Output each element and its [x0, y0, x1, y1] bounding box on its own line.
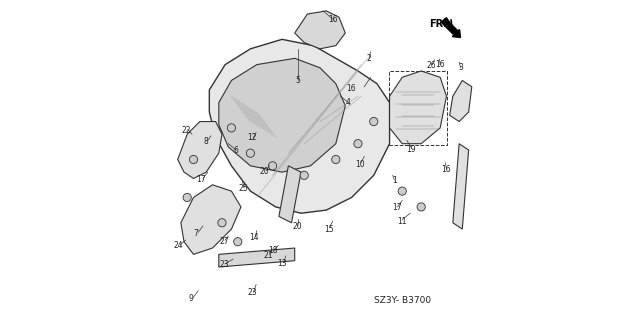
Text: 11: 11 — [397, 217, 406, 226]
Circle shape — [234, 238, 242, 246]
Text: 23: 23 — [248, 288, 257, 297]
FancyArrow shape — [442, 19, 460, 38]
Text: 24: 24 — [174, 241, 184, 250]
Text: 7: 7 — [194, 229, 198, 238]
Text: 18: 18 — [268, 246, 278, 255]
Text: 16: 16 — [328, 15, 338, 24]
Text: FR.: FR. — [429, 19, 447, 28]
Text: 16: 16 — [435, 60, 444, 69]
Text: 21: 21 — [264, 251, 273, 260]
PathPatch shape — [294, 11, 346, 49]
Text: 23: 23 — [220, 260, 229, 269]
Text: 17: 17 — [196, 174, 206, 184]
Text: 6: 6 — [234, 145, 239, 154]
Text: 16: 16 — [346, 84, 355, 93]
Circle shape — [354, 140, 362, 148]
PathPatch shape — [219, 248, 294, 267]
PathPatch shape — [181, 185, 241, 254]
Text: 8: 8 — [204, 137, 209, 146]
PathPatch shape — [450, 80, 472, 122]
Text: 10: 10 — [355, 160, 364, 169]
Text: 17: 17 — [392, 203, 401, 212]
Circle shape — [227, 124, 236, 132]
Text: 16: 16 — [441, 165, 451, 174]
Text: 1: 1 — [392, 175, 397, 185]
Text: 5: 5 — [296, 76, 300, 85]
PathPatch shape — [209, 39, 390, 213]
Text: 4: 4 — [346, 98, 351, 107]
PathPatch shape — [390, 71, 447, 144]
PathPatch shape — [219, 58, 346, 172]
Text: 27: 27 — [220, 237, 229, 246]
Circle shape — [417, 203, 426, 211]
Circle shape — [218, 219, 226, 227]
Bar — [389, 71, 447, 145]
Text: 25: 25 — [238, 184, 248, 193]
Circle shape — [189, 155, 198, 164]
Circle shape — [332, 155, 340, 164]
Text: 15: 15 — [324, 225, 333, 234]
Text: 22: 22 — [182, 126, 191, 135]
Text: 20: 20 — [260, 167, 269, 176]
PathPatch shape — [279, 166, 301, 223]
Text: 26: 26 — [426, 61, 436, 70]
Circle shape — [183, 193, 191, 202]
Circle shape — [398, 187, 406, 195]
Circle shape — [300, 171, 308, 179]
Text: 14: 14 — [249, 234, 259, 242]
Text: 19: 19 — [406, 145, 415, 154]
Text: 20: 20 — [292, 222, 301, 231]
Text: 3: 3 — [458, 63, 463, 72]
PathPatch shape — [453, 144, 468, 229]
Text: 13: 13 — [277, 259, 287, 268]
Circle shape — [246, 149, 255, 157]
Circle shape — [370, 117, 378, 126]
PathPatch shape — [178, 122, 222, 178]
Circle shape — [268, 162, 276, 170]
Text: 2: 2 — [367, 54, 371, 63]
Text: 12: 12 — [247, 133, 257, 143]
Text: SZ3Y- B3700: SZ3Y- B3700 — [374, 296, 431, 305]
Text: 9: 9 — [189, 294, 194, 303]
